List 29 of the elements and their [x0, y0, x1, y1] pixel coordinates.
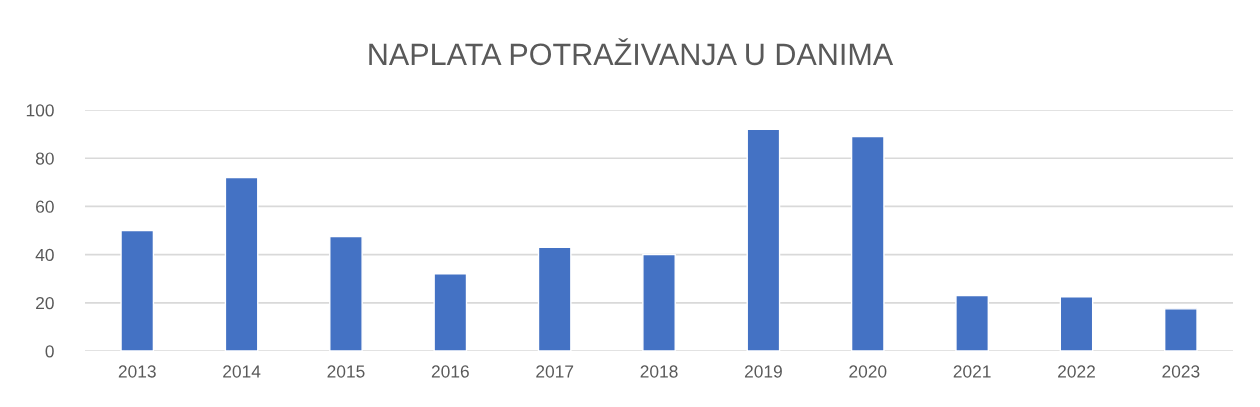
x-tick-label: 2017: [536, 365, 574, 378]
x-tick-label: 2018: [640, 365, 678, 378]
y-tick-label: 40: [35, 248, 54, 262]
bar: [1059, 296, 1094, 351]
bar: [329, 235, 363, 351]
x-tick-label: 2022: [1058, 365, 1095, 378]
bar: [642, 253, 676, 351]
y-tick-label: 60: [36, 200, 54, 213]
y-tick-label: 0: [45, 345, 54, 358]
bar: [850, 135, 885, 351]
x-tick-label: 2013: [118, 365, 156, 378]
x-tick-label: 2023: [1162, 365, 1200, 378]
x-tick-label: 2021: [953, 365, 991, 378]
x-tick-label: 2016: [431, 365, 469, 378]
bar: [537, 246, 572, 351]
x-tick-label: 2019: [744, 365, 782, 378]
bar: [955, 294, 990, 351]
chart-title: NAPLATA POTRAŽIVANJA U DANIMA: [369, 38, 894, 66]
bar: [120, 229, 155, 351]
x-tick-label: 2020: [849, 365, 887, 378]
bar: [224, 176, 259, 351]
y-tick-label: 100: [26, 104, 54, 117]
y-tick-label: 20: [36, 296, 54, 310]
x-tick-label: 2014: [223, 365, 261, 378]
bar: [1163, 308, 1198, 351]
bar: [433, 273, 468, 351]
x-tick-label: 2015: [327, 365, 365, 378]
bar: [746, 128, 781, 351]
y-tick-label: 80: [35, 152, 54, 165]
